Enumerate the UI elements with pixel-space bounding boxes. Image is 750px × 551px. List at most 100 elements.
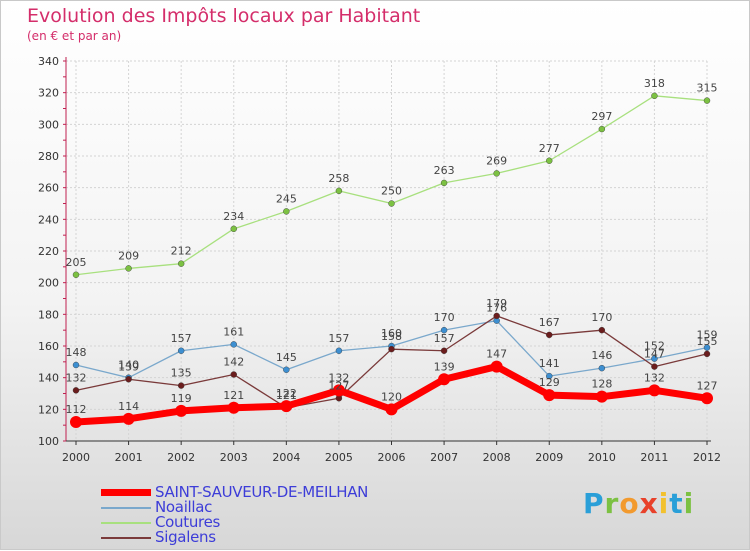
- data-label: 128: [591, 378, 612, 391]
- x-tick-label: 2002: [167, 451, 195, 464]
- data-label: 119: [171, 392, 192, 405]
- data-label: 318: [644, 77, 665, 90]
- logo-letter: r: [604, 487, 620, 520]
- legend-swatch-sigalens: [101, 537, 151, 539]
- data-point: [177, 382, 185, 389]
- data-point: [440, 326, 448, 334]
- data-label: 160: [381, 327, 402, 340]
- legend-label-noaillac: Noaillac: [155, 498, 213, 516]
- logo-letter: x: [639, 487, 659, 520]
- logo-letter: i: [658, 487, 670, 520]
- data-point: [651, 92, 658, 100]
- x-tick-label: 2005: [325, 451, 353, 464]
- data-point: [543, 389, 556, 402]
- y-tick-label: 160: [38, 340, 59, 353]
- data-point: [230, 225, 237, 233]
- data-point: [72, 387, 80, 394]
- data-point: [72, 271, 80, 278]
- data-point: [177, 260, 185, 267]
- data-label: 142: [223, 356, 244, 369]
- data-label: 176: [486, 302, 507, 315]
- data-label: 297: [591, 110, 612, 123]
- y-tick-label: 240: [38, 213, 59, 226]
- data-label: 245: [276, 192, 297, 205]
- data-label: 155: [697, 335, 718, 348]
- data-point: [122, 412, 135, 425]
- chart-subtitle: (en € et par an): [27, 29, 122, 43]
- data-label: 139: [118, 360, 139, 373]
- data-point: [493, 312, 500, 320]
- data-label: 269: [486, 154, 507, 167]
- data-point: [546, 331, 553, 339]
- data-label: 114: [118, 400, 139, 413]
- data-label: 152: [644, 340, 665, 353]
- data-point: [546, 157, 553, 164]
- x-tick-label: 2012: [693, 451, 721, 464]
- data-point: [227, 401, 240, 414]
- y-tick-label: 300: [38, 118, 59, 131]
- data-label: 158: [381, 330, 402, 343]
- legend-swatch-noaillac: [101, 507, 151, 509]
- data-label: 277: [539, 142, 560, 155]
- x-tick-label: 2007: [430, 451, 458, 464]
- data-label: 170: [434, 311, 455, 324]
- y-tick-label: 340: [38, 55, 59, 68]
- logo-letter: t: [669, 487, 684, 520]
- data-point: [703, 97, 711, 104]
- legend-swatch-saint-sauveur: [101, 489, 151, 496]
- data-point: [438, 373, 451, 386]
- data-label: 157: [328, 332, 349, 345]
- data-point: [440, 179, 448, 187]
- data-label: 148: [66, 346, 87, 359]
- x-tick-label: 2004: [272, 451, 300, 464]
- data-label: 159: [697, 329, 718, 342]
- y-tick-label: 280: [38, 150, 59, 163]
- legend-label-saint-sauveur: SAINT-SAUVEUR-DE-MEILHAN: [155, 483, 369, 501]
- y-tick-label: 220: [38, 245, 59, 258]
- data-label: 179: [486, 297, 507, 310]
- data-point: [651, 363, 658, 370]
- data-label: 147: [644, 348, 665, 361]
- data-point: [230, 341, 237, 348]
- data-point: [598, 326, 606, 334]
- y-tick-label: 140: [38, 372, 59, 385]
- data-label: 121: [223, 389, 244, 402]
- x-tick-label: 2008: [483, 451, 511, 464]
- data-label: 209: [118, 249, 139, 262]
- data-point: [335, 187, 343, 195]
- data-label: 161: [223, 325, 244, 338]
- x-tick-label: 2010: [588, 451, 616, 464]
- x-tick-label: 2000: [62, 451, 90, 464]
- proxiti-logo: Proxiti: [583, 487, 694, 520]
- x-tick-label: 2009: [535, 451, 563, 464]
- data-label: 122: [276, 387, 297, 400]
- data-label: 212: [171, 245, 192, 258]
- x-tick-label: 2011: [640, 451, 668, 464]
- x-tick-label: 2006: [378, 451, 406, 464]
- data-label: 132: [66, 371, 87, 384]
- data-label: 205: [66, 256, 87, 269]
- data-label: 120: [381, 390, 402, 403]
- data-label: 157: [434, 332, 455, 345]
- data-point: [651, 355, 658, 362]
- data-label: 140: [118, 359, 139, 372]
- data-point: [598, 364, 606, 372]
- logo-letter: i: [683, 487, 695, 520]
- data-point: [70, 416, 82, 428]
- legend-label-coutures: Coutures: [155, 513, 221, 531]
- data-label: 263: [434, 164, 455, 177]
- data-label: 157: [171, 332, 192, 345]
- data-point: [490, 360, 503, 373]
- data-point: [125, 376, 132, 383]
- data-label: 132: [644, 371, 665, 384]
- data-point: [332, 384, 345, 397]
- y-tick-label: 200: [38, 277, 59, 290]
- data-point: [283, 208, 290, 215]
- data-point: [493, 170, 500, 177]
- data-label: 167: [539, 316, 560, 329]
- legend-swatch-coutures: [101, 522, 151, 524]
- data-label: 234: [223, 210, 244, 223]
- data-label: 146: [591, 349, 612, 362]
- logo-letter: P: [583, 487, 605, 520]
